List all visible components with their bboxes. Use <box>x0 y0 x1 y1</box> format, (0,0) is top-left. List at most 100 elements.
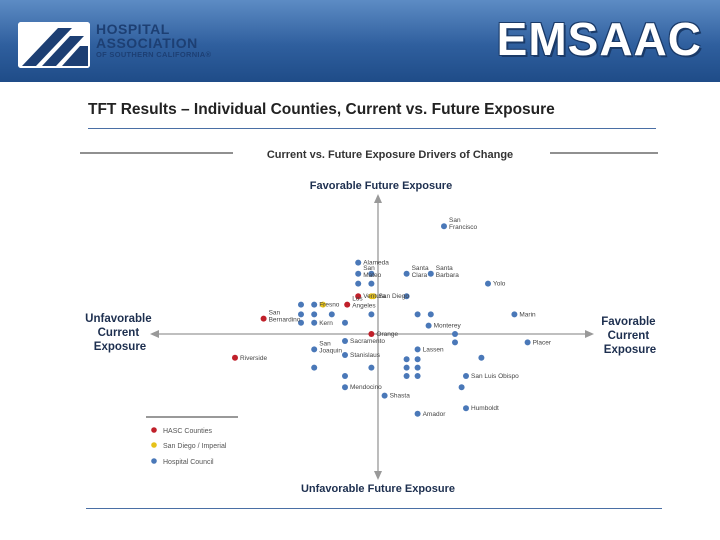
bottom-rule <box>86 508 662 509</box>
data-point-50 <box>458 384 465 391</box>
data-point-placer <box>524 339 531 346</box>
y-axis-arrow-down-icon <box>374 471 382 480</box>
data-label-ventura: Ventura <box>363 293 386 300</box>
legend-dot-sdi <box>151 442 157 448</box>
data-point-38 <box>403 293 410 300</box>
data-label-san-luis-obispo: San Luis Obispo <box>471 373 519 380</box>
chart-title: Current vs. Future Exposure Drivers of C… <box>267 149 513 161</box>
data-label-shasta: Shasta <box>390 393 411 400</box>
data-label-santa-barbara: Santa Barbara <box>436 265 460 279</box>
axis-label-top: Favorable Future Exposure <box>310 180 452 192</box>
data-point-33 <box>342 319 348 326</box>
data-label-san-diego: San Diego <box>379 293 410 300</box>
axis-label-left-line-2: Current <box>98 327 140 339</box>
data-label-san-joaquin: San Joaquin <box>319 340 342 354</box>
logo-line-3: OF SOUTHERN CALIFORNIA® <box>96 50 212 59</box>
data-point-41 <box>452 331 458 337</box>
data-label-humboldt: Humboldt <box>471 405 499 412</box>
data-point-28 <box>298 301 304 308</box>
legend-label-hasc: HASC Counties <box>163 428 213 435</box>
data-point-37 <box>368 311 375 318</box>
data-label-mendocino: Mendocino <box>350 384 382 391</box>
data-label-yolo: Yolo <box>493 281 506 288</box>
legend-label-sdi: San Diego / Imperial <box>163 443 227 450</box>
data-point-riverside <box>232 354 238 361</box>
data-point-31 <box>328 311 335 318</box>
data-label-monterey: Monterey <box>434 323 462 330</box>
data-label-los-angeles: Los Angeles <box>352 296 376 310</box>
data-point-san-francisco <box>441 223 447 230</box>
data-point-10 <box>320 301 326 308</box>
data-label-amador: Amador <box>423 411 447 418</box>
data-point-kern <box>311 319 318 326</box>
data-points <box>232 223 531 417</box>
data-point-43 <box>403 356 410 363</box>
logo-line-2: ASSOCIATION <box>96 35 198 51</box>
data-point-yolo <box>485 280 491 287</box>
axis-label-left: Unfavorable Current Exposure <box>85 313 155 353</box>
data-point-36 <box>368 270 375 277</box>
y-axis-arrow-up-icon <box>374 194 382 203</box>
data-point-alameda <box>355 259 362 266</box>
data-point-santa-clara <box>403 270 410 277</box>
data-point-shasta <box>381 392 388 399</box>
data-point-44 <box>414 356 421 363</box>
slide-header: HOSPITAL ASSOCIATION OF SOUTHERN CALIFOR… <box>0 0 720 82</box>
hasc-logo: HOSPITAL ASSOCIATION OF SOUTHERN CALIFOR… <box>18 20 228 70</box>
data-point-45 <box>403 364 410 371</box>
axis-label-bottom: Unfavorable Future Exposure <box>301 483 455 495</box>
data-point-orange <box>368 331 375 337</box>
legend: HASC Counties San Diego / Imperial Hospi… <box>146 416 238 466</box>
axis-label-right-line-2: Current <box>608 330 650 342</box>
data-point-42 <box>452 339 458 346</box>
data-point-san-bernardino <box>260 315 267 322</box>
data-point-san-mateo <box>355 270 362 277</box>
data-point-29 <box>298 311 304 318</box>
axis-label-right: Favorable Current Exposure <box>601 316 659 356</box>
data-point-40 <box>427 311 434 318</box>
data-label-kern: Kern <box>319 320 333 327</box>
data-label-alameda: Alameda <box>363 260 389 267</box>
data-label-orange: Orange <box>376 331 398 338</box>
axis-label-left-line-1: Unfavorable <box>85 313 151 325</box>
data-label-riverside: Riverside <box>240 355 267 362</box>
axis-label-right-line-1: Favorable <box>601 316 655 328</box>
legend-dot-hospital-council <box>151 458 157 464</box>
data-point-47 <box>403 373 410 379</box>
legend-label-hospital-council: Hospital Council <box>163 459 214 466</box>
data-point-san-diego <box>370 293 377 300</box>
logo-text: HOSPITAL ASSOCIATION OF SOUTHERN CALIFOR… <box>96 22 211 60</box>
data-point-48 <box>414 373 421 379</box>
data-point-53 <box>342 373 348 379</box>
legend-dot-hasc <box>151 427 157 433</box>
axis-label-left-line-3: Exposure <box>94 341 146 353</box>
data-label-san-francisco: San Francisco <box>449 217 478 231</box>
brand-title: EMSAAC <box>496 13 702 65</box>
data-point-lassen <box>414 346 421 353</box>
data-label-marin: Marin <box>519 311 536 318</box>
axis-label-right-line-3: Exposure <box>604 344 656 356</box>
highway-logo-icon <box>18 22 90 68</box>
data-point-san-luis-obispo <box>463 373 469 379</box>
data-point-49 <box>478 354 485 361</box>
data-point-35 <box>368 280 375 287</box>
axes <box>150 194 594 480</box>
data-point-46 <box>414 364 421 371</box>
data-label-santa-clara: Santa Clara <box>412 265 429 279</box>
logo-line-1: HOSPITAL <box>96 21 170 37</box>
data-label-lassen: Lassen <box>423 346 444 353</box>
data-point-san-joaquin <box>311 346 318 353</box>
data-point-marin <box>511 311 518 318</box>
data-point-mendocino <box>342 384 348 391</box>
data-label-stanislaus: Stanislaus <box>350 352 381 359</box>
data-point-stanislaus <box>342 352 348 358</box>
data-point-51 <box>311 364 318 371</box>
x-axis-arrow-left-icon <box>150 330 159 338</box>
data-point-52 <box>368 364 375 371</box>
data-point-monterey <box>425 322 432 329</box>
data-point-los-angeles <box>344 301 351 308</box>
data-point-santa-barbara <box>427 270 434 277</box>
data-label-san-mateo: San Mateo <box>363 265 381 279</box>
data-point-humboldt <box>463 405 469 412</box>
